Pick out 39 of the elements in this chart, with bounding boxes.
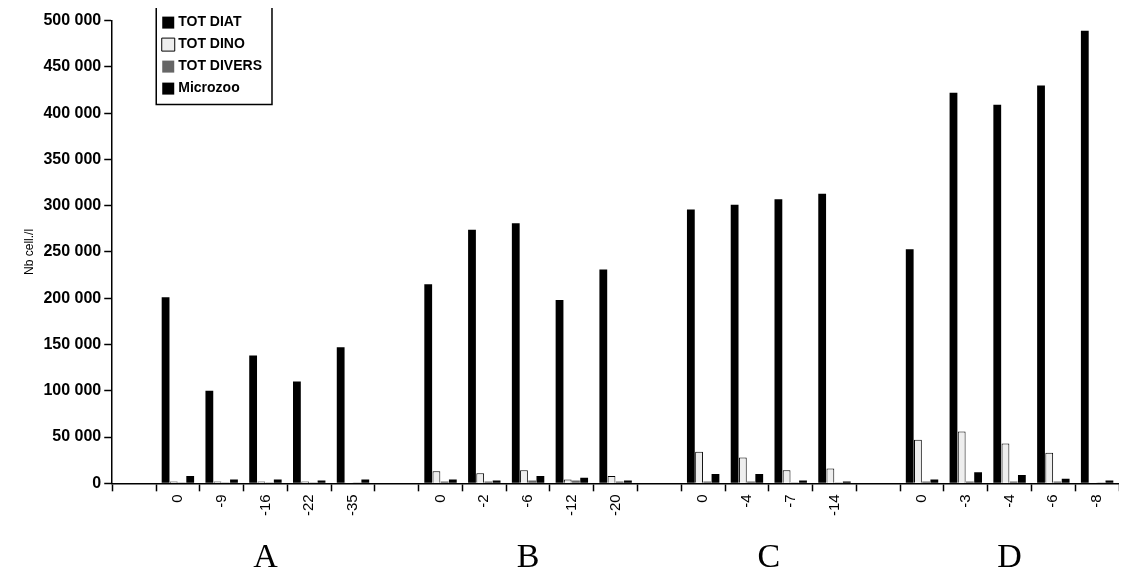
x-tick-label: -9 [211,494,229,508]
text: C [757,537,781,574]
y-axis-title: Nb cell./l [21,228,36,275]
x-tick-label: -7 [780,494,798,508]
text: B [516,537,540,574]
text: D [997,537,1022,574]
x-tick-label: 0 [912,494,930,503]
x-tick-label: -2 [474,494,492,508]
x-tick-label: -6 [1043,494,1061,508]
legend-label: Microzoo [178,79,240,96]
y-tick-label: 200 000 [43,288,102,306]
legend-label: TOT DIAT [178,13,242,30]
x-tick-label: -4 [999,494,1017,508]
y-tick-label: 50 000 [52,427,102,445]
y-tick-label: 0 [92,473,102,491]
legend-label: TOT DINO [178,35,245,52]
y-tick-label: 150 000 [43,334,102,352]
y-tick-label: 500 000 [43,11,102,29]
y-tick-label: 350 000 [43,149,102,167]
x-tick-label: -4 [737,494,755,508]
text: A [253,537,279,574]
y-tick-label: 250 000 [43,242,102,260]
y-tick-label: 400 000 [43,103,102,121]
x-tick-label: 0 [430,494,448,503]
x-tick-label: -16 [255,494,273,517]
y-tick-label: 100 000 [43,381,102,399]
x-tick-label: -3 [955,494,973,508]
x-tick-label: -22 [299,494,317,517]
legend-label: TOT DIVERS [178,57,262,74]
y-tick-label: 450 000 [43,57,102,75]
x-tick-label: 0 [693,494,711,503]
x-tick-label: -6 [518,494,536,508]
x-tick-label: -20 [605,494,623,517]
x-tick-label: -8 [1087,494,1105,508]
x-tick-label: -14 [824,494,842,517]
y-tick-label: 300 000 [43,196,102,214]
x-tick-label: -35 [343,494,361,517]
x-tick-label: -12 [561,494,579,517]
x-tick-label: 0 [168,494,186,503]
